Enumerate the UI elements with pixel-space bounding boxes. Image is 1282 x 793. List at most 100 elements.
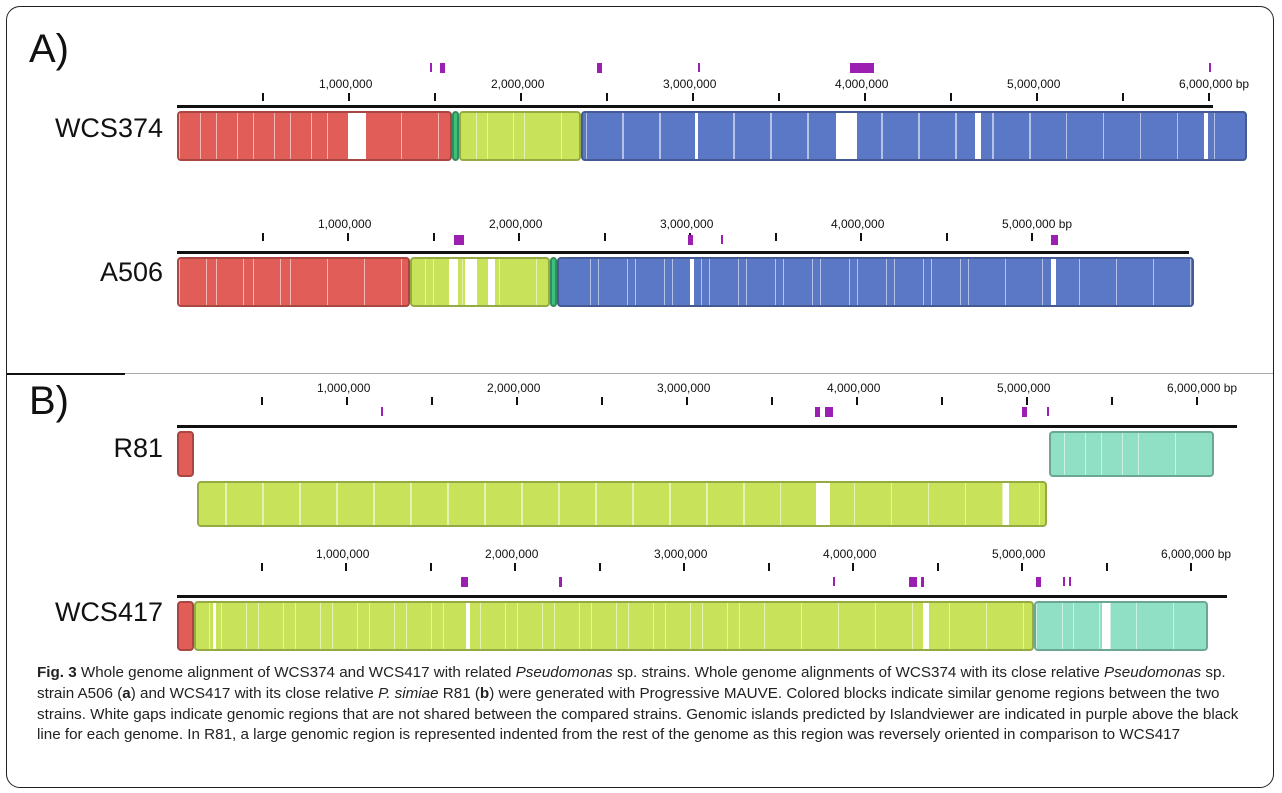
block-texture-line	[257, 603, 259, 649]
block-texture-line	[737, 259, 739, 305]
genomic-island-a506	[454, 235, 465, 245]
block-texture-line	[854, 483, 856, 525]
block-texture-line	[179, 113, 180, 159]
genome-backbone-r81	[177, 425, 1237, 428]
genomic-island-wcs374	[440, 63, 446, 73]
block-texture-line	[856, 259, 858, 305]
block-texture-line	[498, 259, 500, 305]
tick-mark-wcs374	[348, 93, 350, 101]
block-texture-line	[476, 113, 478, 159]
tick-label-a506: 2,000,000	[489, 217, 543, 231]
tick-mark-minor-a506	[945, 233, 948, 241]
alignment-block-wcs417	[1033, 601, 1208, 651]
tick-mark-minor-wcs374	[1122, 93, 1124, 101]
block-texture-line	[1085, 433, 1087, 475]
block-texture-line	[965, 483, 967, 525]
block-texture-line	[930, 259, 932, 305]
tick-mark-wcs417	[345, 563, 347, 571]
block-texture-line	[558, 483, 560, 525]
caption-text: ) were generated with Progressive MAUVE.…	[37, 684, 1239, 744]
unshared-region-gap	[347, 113, 367, 159]
block-texture-line	[800, 603, 802, 649]
block-texture-line	[280, 259, 281, 305]
block-texture-line	[669, 483, 671, 525]
block-texture-line	[919, 113, 921, 159]
tick-mark-minor-wcs417	[598, 563, 601, 571]
block-texture-line	[1138, 433, 1140, 475]
block-texture-line	[410, 483, 412, 525]
block-texture-line	[948, 603, 950, 649]
block-texture-line	[1152, 259, 1154, 305]
tick-label-wcs417: 1,000,000	[316, 547, 370, 561]
block-texture-line	[1214, 113, 1216, 159]
alignment-block-wcs417	[193, 601, 1034, 651]
block-texture-line	[424, 259, 426, 305]
tick-mark-wcs374	[520, 93, 522, 101]
tick-label-wcs374: 4,000,000	[835, 77, 889, 91]
genomic-island-wcs417	[460, 577, 468, 587]
genomic-island-wcs374	[698, 63, 701, 72]
block-texture-line	[848, 259, 850, 305]
block-texture-line	[1066, 113, 1068, 159]
block-texture-line	[763, 603, 765, 649]
block-texture-line	[513, 113, 515, 159]
block-texture-line	[559, 483, 561, 525]
block-texture-line	[516, 603, 518, 649]
block-texture-line	[708, 259, 710, 305]
tick-mark-wcs417	[683, 563, 685, 571]
block-texture-line	[689, 603, 691, 649]
genomic-island-r81	[1047, 407, 1050, 416]
genomic-island-a506	[1050, 235, 1058, 245]
block-texture-line	[956, 113, 958, 159]
block-texture-line	[589, 259, 591, 305]
block-texture-line	[411, 483, 413, 525]
genomic-island-wcs417	[920, 577, 924, 587]
tick-label-wcs374: 5,000,000	[1007, 77, 1061, 91]
tick-label-r81: 6,000,000 bp	[1167, 381, 1238, 395]
genomic-island-wcs417	[558, 577, 563, 587]
block-texture-line	[992, 113, 994, 159]
caption-text: Whole genome alignment of WCS374 and WCS…	[76, 664, 516, 681]
block-texture-line	[743, 483, 745, 525]
block-texture-line	[659, 113, 661, 159]
block-texture-line	[738, 603, 740, 649]
block-texture-line	[1022, 603, 1024, 649]
block-texture-line	[780, 483, 782, 525]
block-texture-line	[484, 483, 486, 525]
alignment-block-a506	[556, 257, 1195, 307]
tick-label-r81: 5,000,000	[997, 381, 1051, 395]
block-texture-line	[615, 603, 617, 649]
alignment-block-a506	[409, 257, 550, 307]
block-texture-line	[701, 603, 703, 649]
caption-text: R81 (	[438, 684, 480, 702]
block-texture-line	[1175, 433, 1177, 475]
block-texture-line	[487, 113, 489, 159]
tick-mark-minor-r81	[941, 397, 943, 405]
tick-mark-wcs417	[852, 563, 854, 571]
tick-mark-wcs374	[864, 93, 866, 101]
block-texture-line	[1061, 603, 1063, 649]
block-texture-line	[479, 603, 481, 649]
caption-text: sp. strain A506 (	[37, 664, 1226, 702]
tick-label-wcs417: 3,000,000	[654, 547, 708, 561]
block-texture-line	[955, 113, 957, 159]
block-texture-line	[993, 113, 995, 159]
block-texture-line	[597, 259, 599, 305]
block-texture-line	[1078, 259, 1080, 305]
block-texture-line	[432, 259, 434, 305]
block-texture-line	[253, 259, 254, 305]
tick-mark-r81	[346, 397, 348, 405]
block-texture-line	[245, 603, 247, 649]
unshared-region-gap	[975, 113, 981, 159]
unshared-region-gap	[694, 113, 699, 159]
tick-mark-minor-a506	[774, 233, 777, 241]
block-texture-line	[1115, 259, 1117, 305]
block-texture-line	[337, 483, 339, 525]
block-texture-line	[290, 113, 291, 159]
genomic-island-wcs374	[429, 63, 432, 72]
block-texture-line	[922, 259, 924, 305]
tick-mark-r81	[516, 397, 518, 405]
genomic-island-wcs417	[832, 577, 835, 586]
tick-mark-minor-wcs374	[778, 93, 780, 101]
unshared-region-gap	[212, 603, 216, 649]
